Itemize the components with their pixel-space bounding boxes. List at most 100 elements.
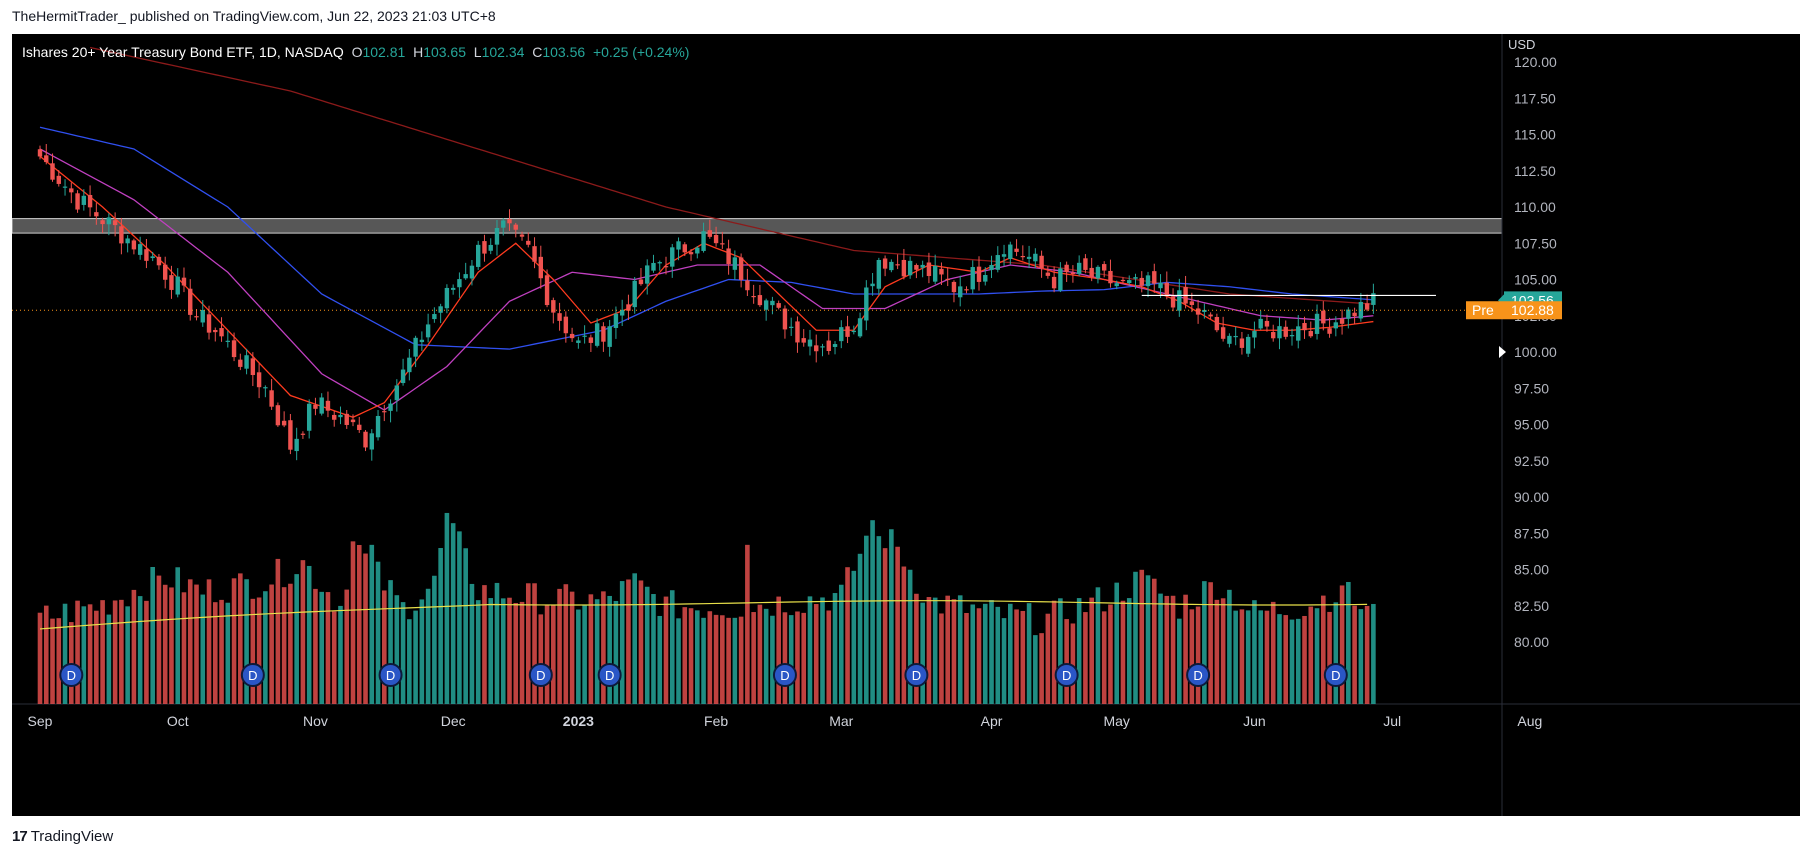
volume-bar: [551, 604, 556, 704]
candle-body: [457, 279, 462, 288]
candle-body: [131, 240, 137, 250]
y-tick-label: 105.00: [1514, 272, 1557, 288]
candle-body: [1271, 332, 1276, 339]
volume-bar: [313, 588, 318, 704]
volume-bar: [770, 615, 775, 704]
volume-bar: [1358, 609, 1364, 704]
volume-bar: [363, 553, 368, 704]
candle-body: [569, 333, 575, 339]
candle-body: [945, 278, 950, 281]
candle-body: [1008, 244, 1013, 260]
volume-bar: [713, 614, 719, 704]
volume-ma-line: [39, 600, 1368, 630]
volume-bar: [1364, 605, 1370, 704]
low-label: L: [473, 44, 482, 60]
volume-bar: [137, 596, 143, 704]
candle-body: [62, 186, 68, 188]
volume-bar: [162, 584, 168, 704]
volume-bar: [864, 535, 869, 704]
dividend-icon[interactable]: [772, 663, 797, 687]
volume-bar: [1264, 610, 1270, 704]
candle-body: [1083, 258, 1088, 270]
volume-bar: [125, 606, 130, 704]
volume-bar: [87, 604, 93, 704]
candle-body: [857, 318, 863, 337]
volume-bar: [388, 580, 393, 704]
dividend-icon[interactable]: [1323, 663, 1348, 687]
candle-body: [231, 340, 237, 358]
candle-body: [645, 265, 650, 284]
volume-bar: [1327, 611, 1332, 704]
candle-body: [1108, 270, 1113, 284]
candle-body: [250, 358, 256, 376]
volume-bar: [976, 608, 982, 704]
candle-body: [400, 369, 406, 384]
dividend-icon[interactable]: [59, 663, 84, 687]
candle-body: [350, 419, 356, 423]
candle-body: [958, 286, 963, 298]
x-tick-label: Mar: [829, 713, 853, 729]
dividend-icon[interactable]: [1186, 663, 1211, 687]
volume-bar: [1008, 603, 1013, 704]
candle-body: [501, 220, 506, 228]
dividend-icon[interactable]: [904, 663, 929, 687]
candle-body: [1352, 312, 1357, 317]
dividend-icon[interactable]: [378, 663, 403, 687]
volume-bar: [194, 584, 199, 704]
dividend-icon[interactable]: [528, 663, 553, 687]
candle-body: [989, 265, 994, 270]
ma-fast-line: [39, 155, 1374, 418]
candle-body: [344, 413, 349, 425]
candle-body: [1321, 310, 1326, 324]
candle-body: [814, 345, 819, 352]
change-value: +0.25 (+0.24%): [592, 44, 690, 60]
volume-bar: [763, 608, 769, 704]
dividend-icon[interactable]: [1054, 663, 1079, 687]
candle-body: [901, 259, 907, 277]
close-value: 103.56: [542, 44, 586, 60]
candle-body: [1058, 268, 1063, 291]
volume-bar: [1270, 601, 1276, 704]
candle-body: [325, 400, 331, 411]
candle-body: [882, 258, 888, 269]
volume-bar: [500, 598, 506, 704]
volume-bar: [776, 596, 781, 704]
volume-bar: [269, 584, 274, 704]
candle-body: [1076, 262, 1082, 274]
candle-body: [112, 220, 118, 226]
open-label: O: [351, 44, 363, 60]
candle-body: [375, 415, 381, 438]
volume-bar: [350, 541, 356, 704]
candle-body: [870, 283, 875, 287]
candle-body: [275, 405, 281, 426]
candle-body: [1227, 335, 1232, 344]
candle-body: [638, 279, 644, 285]
volume-bar: [651, 594, 656, 704]
candle-body: [156, 256, 162, 266]
candle-body: [144, 249, 149, 261]
candle-body: [713, 234, 719, 244]
volume-bar: [131, 589, 137, 704]
chart-panel[interactable]: 120.00 117.50 115.00 112.50 110.00 107.50 105.…: [12, 34, 1800, 816]
price-chart[interactable]: 120.00 117.50 115.00 112.50 110.00 107.50 105.…: [12, 34, 1800, 816]
dividend-icon[interactable]: [240, 663, 265, 687]
volume-bar: [494, 582, 500, 704]
volume-bar: [325, 592, 331, 704]
x-tick-label: Sep: [28, 713, 53, 729]
volume-bar: [707, 611, 713, 704]
candle-body: [1033, 253, 1038, 262]
volume-bar: [438, 548, 443, 704]
dividend-icon[interactable]: [597, 663, 622, 687]
volume-bar: [375, 561, 381, 704]
x-tick-label: Oct: [167, 713, 189, 729]
candle-body: [1277, 326, 1282, 339]
candle-body: [300, 433, 306, 435]
candle-body: [751, 295, 756, 298]
candle-body: [469, 265, 475, 279]
candle-body: [432, 314, 437, 320]
tradingview-logo[interactable]: 17 TradingView: [12, 828, 113, 845]
volume-bar: [181, 592, 187, 704]
volume-bar: [119, 599, 124, 704]
candle-body: [1145, 275, 1151, 287]
volume-bar: [275, 558, 281, 704]
